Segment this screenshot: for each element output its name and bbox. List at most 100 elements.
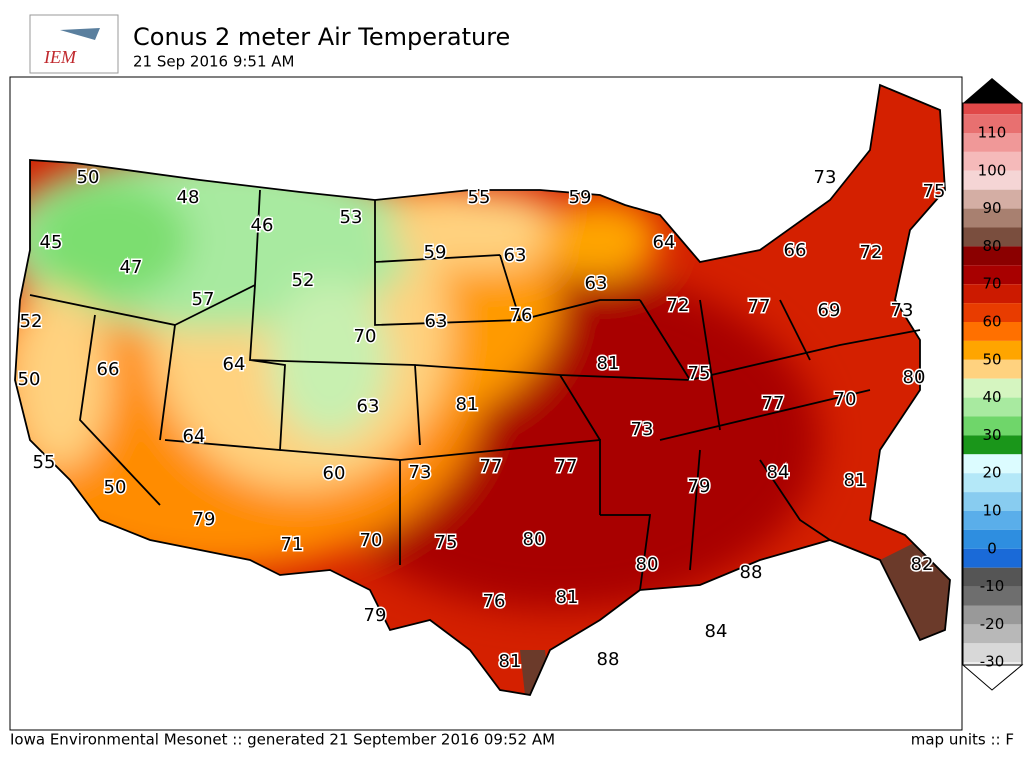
colorbar-tick-label: 30 [982, 426, 1001, 444]
station-value: 46 [251, 215, 274, 236]
station-value: 88 [740, 562, 763, 583]
station-value: 59 [424, 242, 447, 263]
station-value: 75 [688, 363, 711, 384]
station-value: 55 [468, 187, 491, 208]
field-shading [15, 150, 820, 610]
colorbar-band [963, 397, 1022, 417]
station-value: 73 [631, 419, 654, 440]
station-value: 60 [323, 463, 346, 484]
station-value: 81 [556, 587, 579, 608]
colorbar-band [963, 303, 1022, 322]
colorbar-band [963, 265, 1022, 285]
colorbar-tick-label: 110 [978, 124, 1007, 142]
logo: IEM [29, 14, 119, 74]
station-value: 80 [523, 529, 546, 550]
station-value: 73 [891, 300, 914, 321]
colorbar-tick-label: 90 [982, 199, 1001, 217]
station-value: 70 [834, 389, 857, 410]
colorbar-band [963, 454, 1022, 474]
colorbar-tick-label: 10 [982, 502, 1001, 520]
station-value: 80 [636, 554, 659, 575]
colorbar-band [963, 246, 1022, 266]
station-value: 64 [223, 354, 246, 375]
station-value: 79 [688, 476, 711, 497]
station-value: 72 [860, 242, 883, 263]
colorbar-tick-label: -10 [980, 577, 1005, 595]
station-value: 50 [104, 477, 127, 498]
station-value: 76 [483, 591, 506, 612]
station-value: 63 [357, 396, 380, 417]
station-value: 48 [177, 187, 200, 208]
station-value: 70 [360, 530, 383, 551]
boundaries [14, 83, 951, 697]
title: Conus 2 meter Air Temperature [133, 23, 510, 51]
station-value: 81 [597, 353, 620, 374]
station-value: 76 [510, 305, 533, 326]
station-value: 81 [844, 470, 867, 491]
station-value: 64 [653, 232, 676, 253]
colorbar-band [963, 359, 1022, 379]
station-value: 70 [354, 326, 377, 347]
station-value: 73 [409, 462, 432, 483]
station-value: 88 [597, 649, 620, 670]
colorbar-tick-label: 50 [982, 350, 1001, 368]
station-value: 77 [480, 456, 503, 477]
colorbar-band [963, 567, 1022, 587]
field-zone [30, 180, 190, 300]
station-value: 73 [814, 167, 837, 188]
colorbar-tick-label: 70 [982, 275, 1001, 293]
colorbar-band [963, 133, 1022, 152]
station-value: 45 [40, 232, 63, 253]
colorbar-tick-label: -30 [980, 653, 1005, 671]
station-value: 47 [120, 257, 143, 278]
logo-icon [60, 28, 100, 40]
colorbar-tick-label: 40 [982, 388, 1001, 406]
station-value: 75 [435, 532, 458, 553]
station-value: 77 [748, 296, 771, 317]
colorbar-band [963, 624, 1022, 644]
station-value: 75 [923, 181, 946, 202]
footer-units: map units :: F [911, 731, 1014, 749]
logo-text: IEM [43, 47, 77, 67]
station-value: 77 [555, 456, 578, 477]
state-lines [29, 189, 921, 591]
station-value: 80 [903, 367, 926, 388]
colorbar-band [963, 378, 1022, 398]
colorbar-band [963, 492, 1022, 511]
colorbar-band [963, 170, 1022, 190]
colorbar-tick-label: -20 [980, 615, 1005, 633]
colorbar-band [963, 103, 1022, 115]
colorbar-tick-label: 0 [987, 539, 997, 557]
country-outline [14, 83, 951, 697]
field-zone [540, 200, 660, 280]
station-value: 50 [18, 369, 41, 390]
station-value: 50 [77, 167, 100, 188]
station-value: 52 [292, 270, 315, 291]
station-value: 63 [425, 311, 448, 332]
colorbar-tick-label: 80 [982, 237, 1001, 255]
colorbar-top-arrow [963, 78, 1022, 103]
station-value: 69 [818, 300, 841, 321]
field-zone [270, 280, 390, 440]
station-value: 59 [569, 187, 592, 208]
colorbar-band [963, 473, 1022, 493]
colorbar-band [963, 643, 1022, 663]
colorbar-band [963, 586, 1022, 606]
station-value: 53 [340, 207, 363, 228]
station-value: 84 [767, 462, 790, 483]
station-value: 79 [193, 509, 216, 530]
station-value: 71 [281, 534, 304, 555]
colorbar-band [963, 114, 1022, 133]
station-value: 81 [456, 394, 479, 415]
colorbar-band [963, 189, 1022, 209]
station-value: 63 [585, 273, 608, 294]
colorbar-band [963, 511, 1022, 530]
colorbar-band [963, 322, 1022, 341]
field-zone [390, 190, 570, 270]
station-value: 64 [183, 426, 206, 447]
colorbar-frame [962, 102, 1023, 666]
station-value: 57 [192, 289, 215, 310]
colorbar-band [963, 435, 1022, 455]
